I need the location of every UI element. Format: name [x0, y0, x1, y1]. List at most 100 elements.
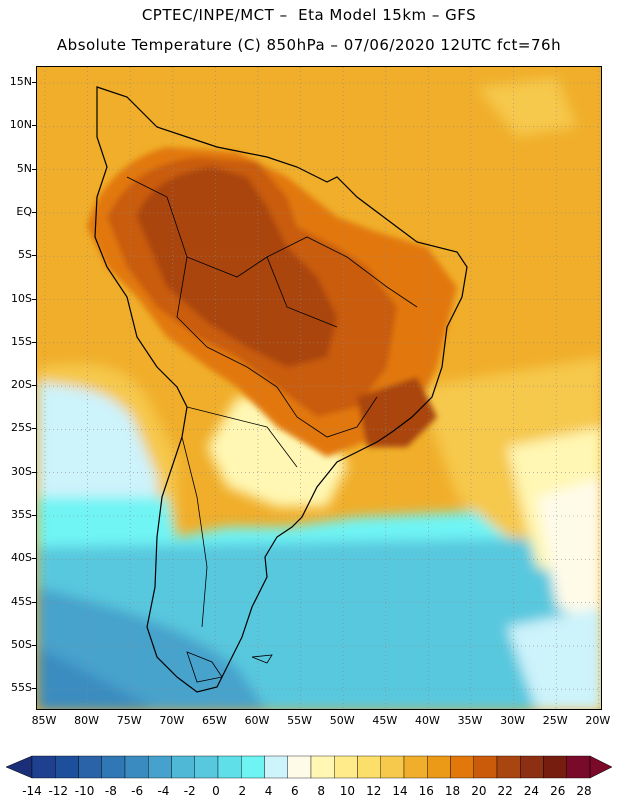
continent-outline	[94, 86, 468, 693]
colorbar-level-label: -14	[22, 784, 42, 798]
gridlines	[37, 67, 601, 709]
lon-label: 45W	[372, 714, 398, 727]
lon-label: 70W	[159, 714, 185, 727]
colorbar-level-label: 18	[444, 784, 461, 798]
lat-label: 5S	[18, 248, 32, 262]
lon-label: 30W	[500, 714, 526, 727]
colorbar-level-label: 24	[523, 784, 540, 798]
lat-label: 45S	[11, 594, 32, 608]
colorbar-cell	[217, 755, 242, 779]
lat-label: 55S	[11, 681, 32, 695]
colorbar-cell	[241, 755, 265, 779]
lat-label: 15S	[11, 334, 32, 348]
colorbar-cell	[148, 755, 172, 779]
lon-label: 60W	[244, 714, 270, 727]
lat-tick	[32, 255, 36, 257]
colorbar-cell	[334, 755, 358, 779]
colorbar-level-label: -12	[48, 784, 69, 798]
field-4c-southeast	[507, 607, 601, 709]
colorbar-level-label: 26	[550, 784, 566, 798]
lat-label: 50S	[11, 637, 32, 651]
lat-label: EQ	[16, 204, 32, 218]
colorbar-cell	[543, 755, 567, 779]
lat-label: 25S	[11, 421, 32, 435]
colorbar-cell	[380, 755, 405, 779]
colorbar-cell	[496, 755, 521, 779]
lat-tick	[32, 125, 36, 127]
colorbar-cell	[566, 755, 591, 779]
colorbar-cell	[473, 755, 498, 779]
colorbar-cell	[171, 755, 195, 779]
lat-label: 10S	[11, 291, 32, 305]
field-16c-north	[477, 77, 577, 137]
title-line-1: CPTEC/INPE/MCT – Eta Model 15km – GFS	[141, 6, 477, 24]
lat-tick	[32, 211, 36, 213]
lon-label: 25W	[542, 714, 568, 727]
colorbar-cell	[31, 755, 56, 779]
lon-label: 55W	[287, 714, 313, 727]
lat-tick	[32, 515, 36, 516]
colorbar-cell	[194, 755, 219, 779]
lat-label: 20S	[11, 378, 32, 392]
colorbar-level-label: -10	[74, 784, 95, 798]
lon-label: 40W	[414, 714, 440, 727]
colorbar-level-label: 2	[238, 784, 247, 798]
colorbar-under-triangle	[5, 755, 33, 779]
colorbar-cell	[78, 755, 102, 779]
lat-tick	[32, 385, 36, 387]
colorbar-cell	[520, 755, 544, 779]
lat-label: 40S	[11, 551, 32, 565]
colorbar-cell	[101, 755, 126, 779]
lon-label: 65W	[201, 714, 227, 727]
colorbar-cell	[310, 755, 335, 779]
lat-tick	[32, 428, 36, 430]
colorbar-level-label: -4	[157, 784, 170, 798]
lat-tick	[32, 82, 36, 83]
lat-tick	[32, 168, 36, 170]
field-8c-east	[537, 477, 601, 627]
lon-label: 75W	[116, 714, 142, 727]
colorbar-level-label: 20	[471, 784, 487, 798]
colorbar-level-label: -2	[183, 784, 196, 798]
colorbar-level-label: 8	[317, 784, 325, 798]
colorbar-level-label: 28	[576, 784, 592, 798]
lat-label: 10N	[9, 118, 32, 132]
lon-label: 35W	[457, 714, 483, 727]
temperature-map	[36, 66, 602, 710]
colorbar-cell	[450, 755, 474, 779]
lat-tick	[32, 644, 36, 646]
lat-tick	[32, 298, 36, 300]
lon-label: 50W	[329, 714, 355, 727]
colorbar-over-triangle	[589, 755, 613, 779]
lat-label: 35S	[11, 508, 32, 521]
colorbar-level-label: 22	[497, 784, 513, 798]
lon-label: 80W	[74, 714, 100, 727]
temperature-field	[37, 67, 601, 709]
country-borders	[126, 176, 418, 628]
colorbar-level-label: 0	[212, 784, 220, 798]
lon-label: 85W	[31, 714, 57, 727]
colorbar-cell	[55, 755, 79, 779]
colorbar-cell	[264, 755, 288, 779]
lat-label: 15N	[9, 75, 32, 88]
colorbar	[5, 755, 613, 779]
lat-tick	[32, 601, 36, 603]
lat-label: 30S	[11, 464, 32, 478]
field-minus6c	[37, 647, 154, 709]
colorbar-level-label: 14	[392, 784, 408, 798]
colorbar-level-label: 16	[418, 784, 434, 798]
lat-tick	[32, 558, 36, 560]
field-26c	[137, 167, 337, 367]
colorbar-cell	[357, 755, 381, 779]
colorbar-level-label: -8	[104, 784, 117, 798]
colorbar-cell	[124, 755, 149, 779]
title-line-2: Absolute Temperature (C) 850hPa – 07/06/…	[56, 36, 562, 54]
lon-label: 20W	[585, 714, 611, 727]
lat-label: 5N	[16, 161, 32, 175]
colorbar-cell	[287, 755, 312, 779]
colorbar-level-label: 4	[264, 784, 273, 798]
colorbar-level-label: 10	[339, 784, 356, 798]
colorbar-level-label: -6	[131, 784, 144, 798]
colorbar-level-label: 12	[366, 784, 382, 798]
lat-tick	[32, 341, 36, 343]
